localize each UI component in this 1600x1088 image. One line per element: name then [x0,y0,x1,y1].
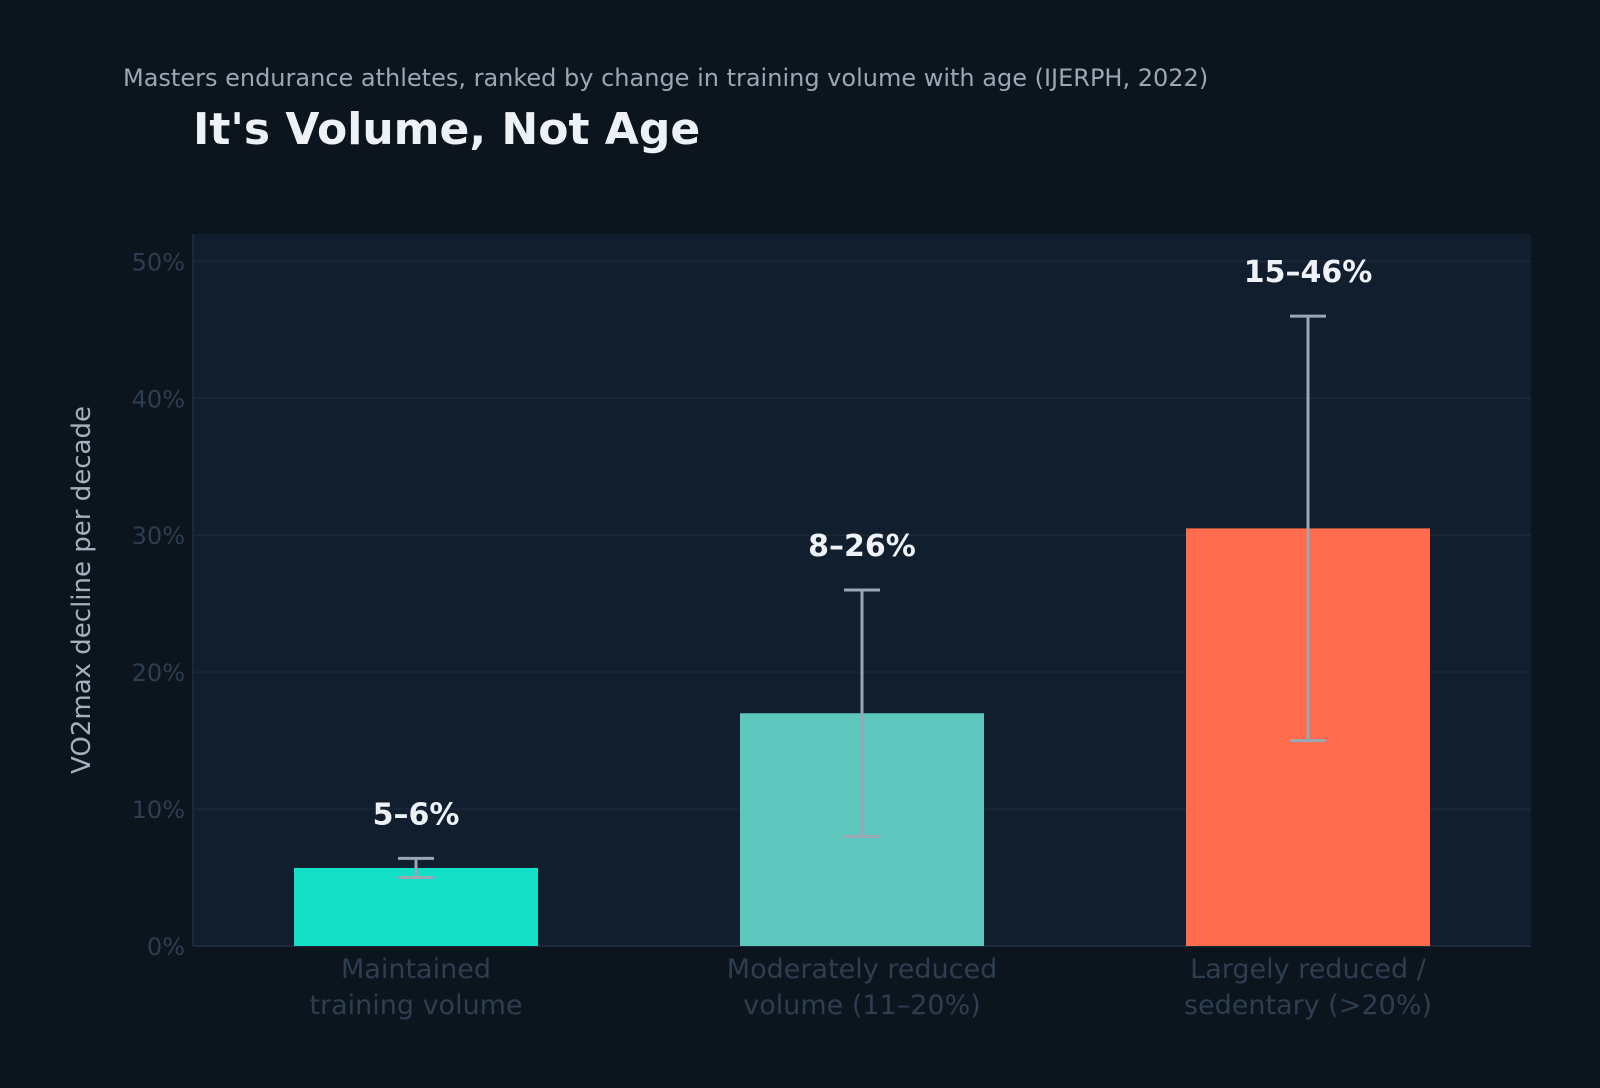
x-tick-label: sedentary (>20%) [1184,990,1432,1021]
bar [294,867,538,946]
x-tick-label: training volume [309,990,522,1021]
y-axis-label: VO2max decline per decade [67,406,97,774]
x-tick-label: Largely reduced / [1190,954,1427,985]
y-tick-label: 30% [132,522,185,550]
value-label: 8–26% [808,529,916,564]
y-tick-label: 20% [132,659,185,687]
chart-title: It's Volume, Not Age [193,104,701,155]
y-tick-label: 40% [132,385,185,413]
value-label: 15–46% [1244,255,1373,290]
value-label: 5–6% [373,797,460,832]
x-tick-label: Maintained [341,954,491,985]
x-tick-label: volume (11–20%) [743,990,981,1021]
y-tick-label: 10% [132,796,185,824]
chart-subtitle: Masters endurance athletes, ranked by ch… [123,64,1209,92]
y-tick-label: 50% [132,248,185,276]
y-tick-label: 0% [147,933,185,961]
x-tick-label: Moderately reduced [727,954,997,985]
